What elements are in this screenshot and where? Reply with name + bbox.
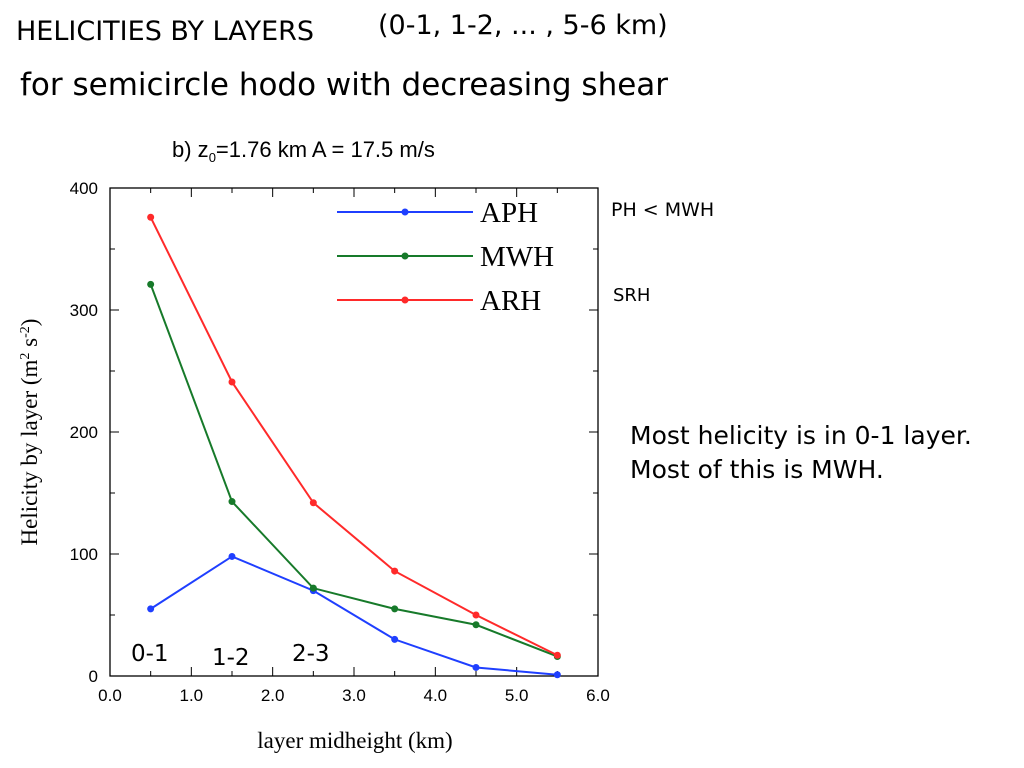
data-point-arh	[309, 499, 317, 507]
panel-title: b) z0=1.76 km A = 17.5 m/s	[172, 137, 435, 165]
x-tick-label: 5.0	[505, 686, 529, 705]
data-point-aph	[228, 552, 236, 560]
series-arh	[147, 213, 561, 659]
slide-title-range: (0-1, 1-2, ... , 5-6 km)	[378, 10, 668, 41]
series-line-mwh	[149, 284, 558, 658]
y-tick-label: 400	[70, 179, 98, 198]
series-aph	[147, 552, 561, 679]
x-tick-labels: 0.0 1.0 2.0 3.0 4.0 5.0 6.0	[98, 686, 610, 705]
data-point-arh	[228, 378, 236, 386]
legend-label: ARH	[480, 285, 541, 317]
y-tick-label: 200	[70, 423, 98, 442]
data-point-mwh	[228, 498, 236, 506]
legend: APH MWH ARH	[337, 197, 554, 317]
data-point-aph	[391, 635, 399, 643]
side-note-ph-mwh: PH < MWH	[611, 199, 715, 221]
data-point-arh	[147, 213, 155, 221]
legend-item-mwh: MWH	[337, 241, 554, 273]
series-line-aph	[150, 555, 558, 676]
data-point-aph	[147, 605, 155, 613]
legend-label: APH	[480, 197, 538, 229]
layer-annotation: 2-3	[292, 641, 330, 667]
data-point-mwh	[472, 621, 480, 629]
summary-note: Most helicity is in 0-1 layer. Most of t…	[630, 419, 972, 487]
x-tick-label: 1.0	[180, 686, 204, 705]
x-tick-label: 3.0	[342, 686, 366, 705]
legend-marker	[401, 252, 409, 260]
data-point-arh	[553, 651, 561, 659]
series-line-arh	[149, 216, 558, 657]
data-point-mwh	[309, 584, 317, 592]
x-tick-label: 2.0	[261, 686, 285, 705]
slide-title: HELICITIES BY LAYERS	[16, 16, 315, 47]
legend-label: MWH	[480, 241, 554, 273]
side-note-srh: SRH	[613, 285, 651, 306]
y-axis-label: Helicity by layer (m2 s-2)	[17, 319, 42, 546]
layer-annotations: 0-1 1-2 2-3	[131, 641, 330, 671]
series-layer	[147, 213, 561, 679]
y-tick-label: 300	[70, 301, 98, 320]
summary-note-line-2: Most of this is MWH.	[630, 455, 884, 484]
x-tick-label: 4.0	[424, 686, 448, 705]
data-point-aph	[553, 671, 561, 679]
data-point-mwh	[391, 605, 399, 613]
data-point-arh	[472, 611, 480, 619]
data-point-arh	[391, 567, 399, 575]
legend-marker	[401, 208, 409, 216]
axis-ticks	[109, 187, 599, 677]
data-point-mwh	[147, 280, 155, 288]
layer-annotation: 0-1	[131, 641, 169, 667]
layer-annotation: 1-2	[212, 645, 250, 671]
y-tick-label: 0	[89, 667, 98, 686]
summary-note-line-1: Most helicity is in 0-1 layer.	[630, 421, 972, 450]
x-tick-label: 6.0	[586, 686, 610, 705]
slide-subtitle: for semicircle hodo with decreasing shea…	[20, 67, 669, 103]
data-point-aph	[472, 663, 480, 671]
y-tick-labels: 0 100 200 300 400	[70, 179, 98, 686]
legend-item-aph: APH	[337, 197, 538, 229]
x-axis-label: layer midheight (km)	[257, 728, 452, 753]
y-tick-label: 100	[70, 545, 98, 564]
x-tick-label: 0.0	[98, 686, 122, 705]
legend-item-arh: ARH	[337, 285, 541, 317]
legend-marker	[401, 296, 409, 304]
helicity-chart: b) z0=1.76 km A = 17.5 m/s 0.0 1.0 2.0 3.0 4…	[17, 137, 610, 753]
